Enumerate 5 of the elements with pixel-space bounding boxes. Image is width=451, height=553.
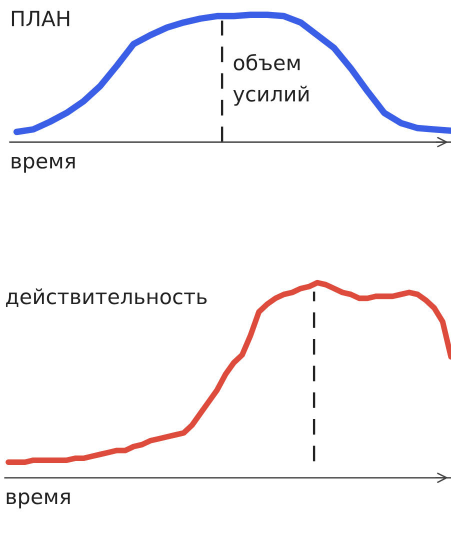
x-axis-title: время <box>6 492 70 508</box>
x-axis-title: время <box>12 156 75 173</box>
chart-title: действительность <box>6 288 207 307</box>
chart-title: ПЛАН <box>12 10 70 26</box>
annotation: объем усилий <box>233 54 308 106</box>
